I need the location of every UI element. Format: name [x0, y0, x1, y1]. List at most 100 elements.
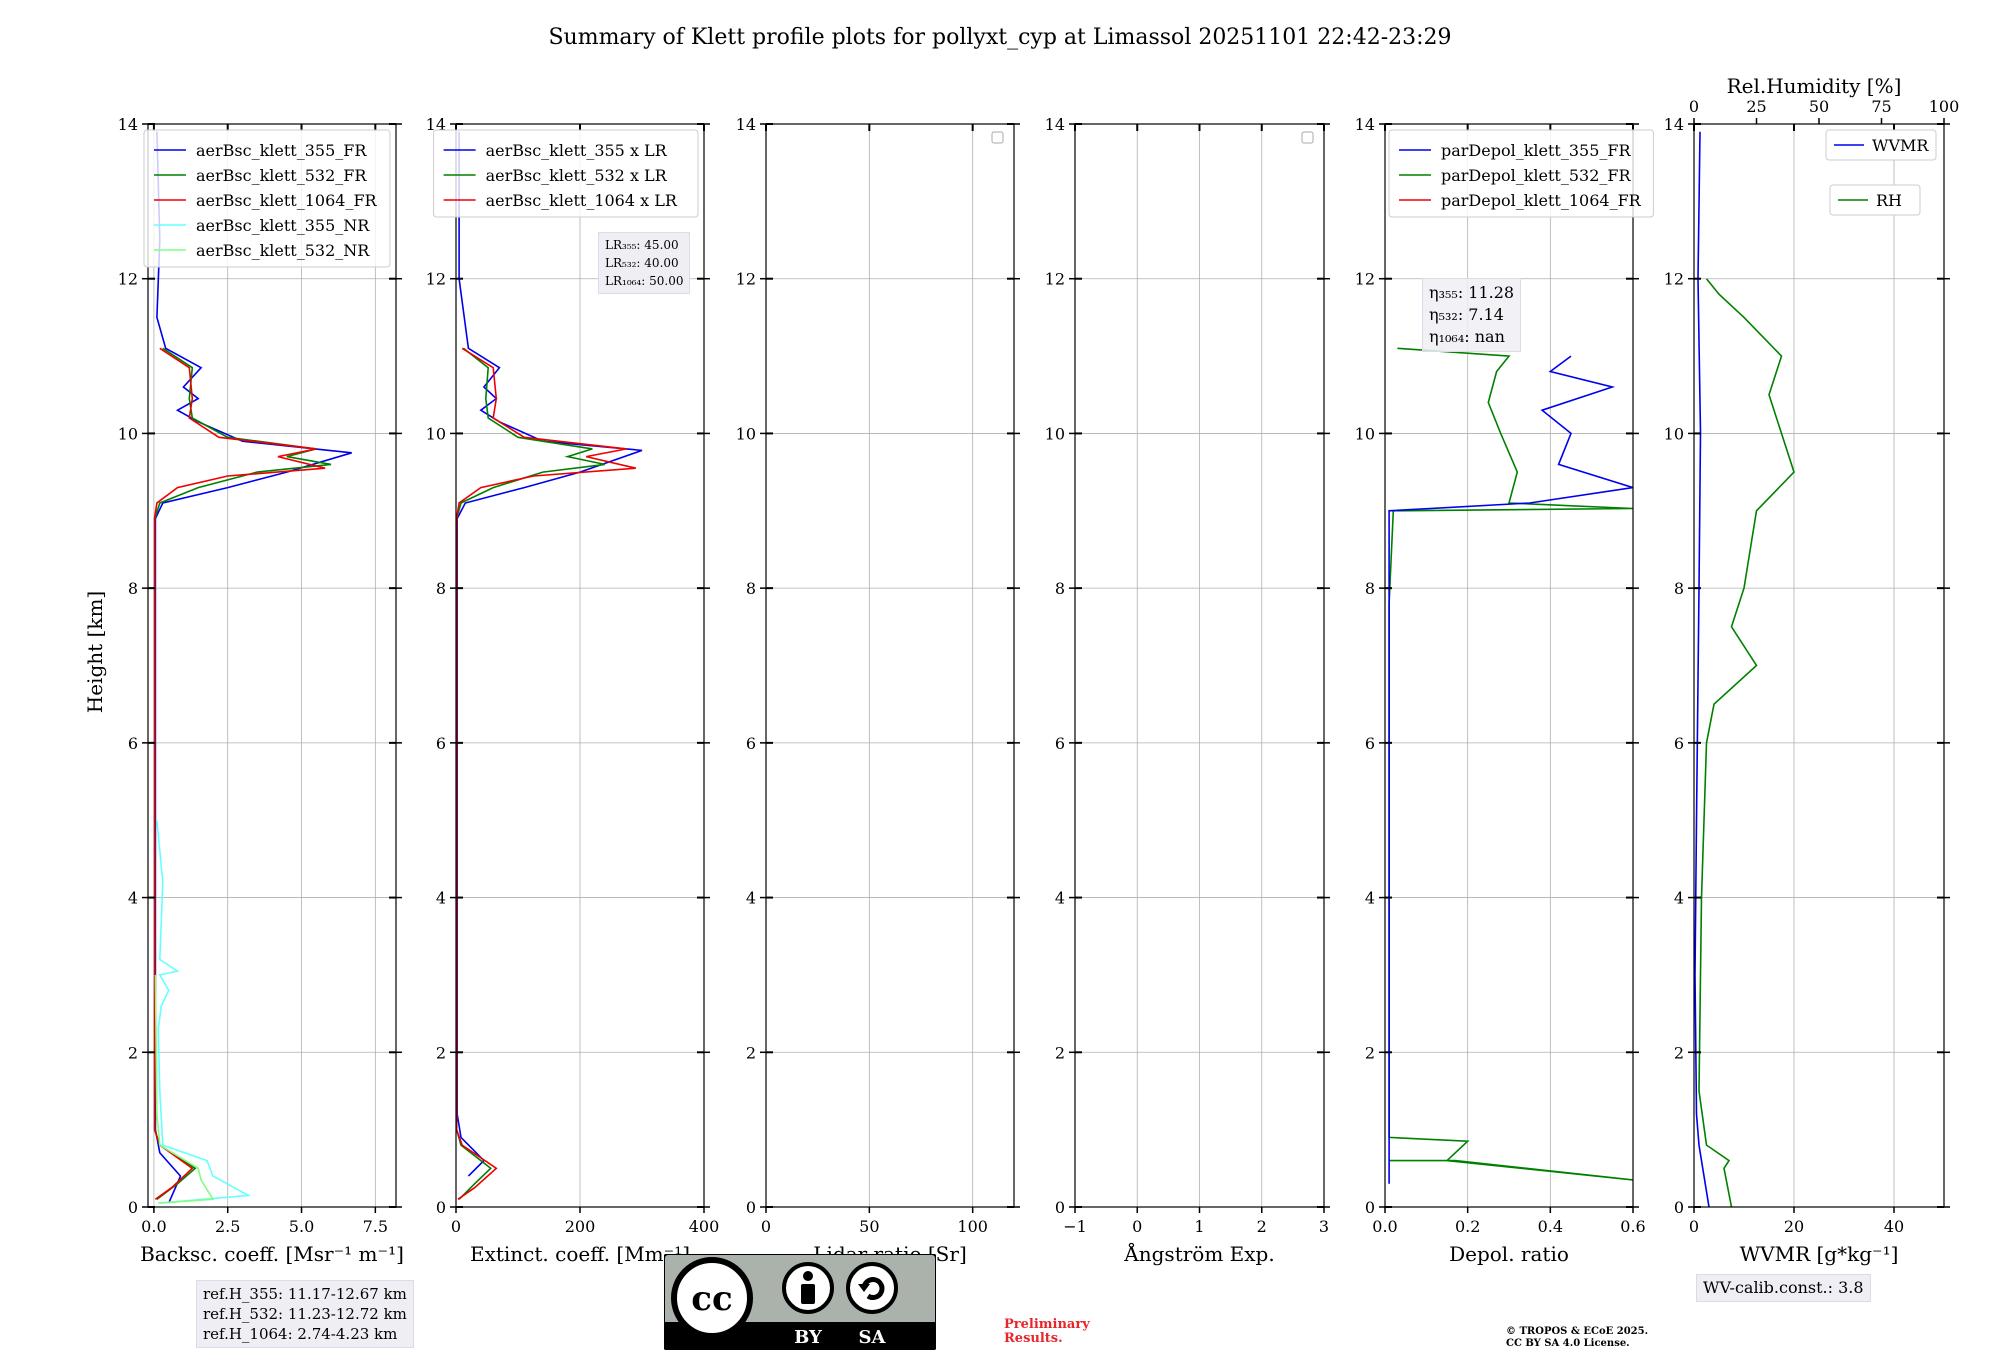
y-tick-label: 8: [436, 579, 446, 598]
series-line-aerBsc_klett_1064_FR: [153, 347, 326, 1200]
legend-label-aerBsc_klett_355_FR: aerBsc_klett_355_FR: [196, 141, 367, 160]
series-line-RH: [1698, 278, 1795, 1207]
x-tick-label: 0: [451, 1217, 461, 1236]
y-tick-label: 12: [426, 270, 446, 289]
legend-box: [143, 129, 391, 268]
y-tick-label: 14: [1045, 115, 1065, 134]
eta-1064: η₁₀₆₄: nan: [1429, 327, 1505, 346]
panel-extinction: 0 2 4 6 8 10 12 14 0 200 400 Extinct. coeff. [Mm⁻¹]…: [426, 115, 720, 1266]
y-tick-label: 4: [128, 889, 138, 908]
empty-legend-box: [991, 131, 1004, 144]
y-tick-label: 4: [1055, 889, 1065, 908]
copyright-note: © TROPOS & ECoE 2025. CC BY SA 4.0 Licen…: [1506, 1326, 1648, 1350]
y-tick-label: 14: [1664, 115, 1684, 134]
y-tick-label: 6: [1055, 734, 1065, 753]
y-tick-label: 0: [128, 1198, 138, 1217]
legend-box: [433, 129, 699, 218]
legend-box: [1388, 129, 1654, 218]
sa-text: SA: [859, 1327, 887, 1348]
y-tick-label: 6: [1365, 734, 1375, 753]
x-tick-label: 400: [689, 1217, 720, 1236]
series-line-parDepol_klett_532_FR: [1388, 347, 1633, 1181]
x-tick-label: 3: [1319, 1217, 1329, 1236]
x-tick-label: 0.0: [1372, 1217, 1397, 1236]
x-tick-label: 0.4: [1538, 1217, 1563, 1236]
ref-height-355: ref.H_355: 11.17-12.67 km: [203, 1285, 407, 1303]
x-tick-label: −1: [1063, 1217, 1087, 1236]
legend-box: [1829, 184, 1921, 216]
y-tick-label: 4: [1674, 889, 1684, 908]
y-tick-label: 12: [118, 270, 138, 289]
x-axis-label: Extinct. coeff. [Mm⁻¹]: [470, 1242, 690, 1266]
x-tick-label: 200: [565, 1217, 596, 1236]
copyright-line-2: CC BY SA 4.0 License.: [1506, 1338, 1630, 1349]
lr-355: LR₃₅₅: 45.00: [605, 238, 679, 252]
x2-tick-label: 50: [1809, 97, 1829, 116]
legend-label-aerBsc_klett_532_FR: aerBsc_klett_532_FR: [196, 166, 367, 185]
legend-label-aerBsc_klett_1064_FR: aerBsc_klett_1064_FR: [196, 191, 378, 210]
x-axis-label: WVMR [g*kg⁻¹]: [1740, 1242, 1899, 1266]
series-line-aerBsc_klett_1064 x LR: [456, 347, 636, 1200]
legend-label-aerBsc_klett_355 x LR: aerBsc_klett_355 x LR: [486, 141, 668, 160]
wv-calib-constant: WV-calib.const.: 3.8: [1703, 1278, 1864, 1297]
series-line-aerBsc_klett_532_FR: [154, 347, 332, 1200]
legend-label-aerBsc_klett_1064 x LR: aerBsc_klett_1064 x LR: [486, 191, 678, 210]
panel-depolarization: 0 2 4 6 8 10 12 14 0.0 0.2 0.4 0.6 Depol. ratio parDe…: [1355, 115, 1654, 1266]
x-tick-label: 0.6: [1620, 1217, 1645, 1236]
panel-backscatter: 0 2 4 6 8 10 12 14 0.0 2.5 5.0 7.5 Backsc. coeff. [M…: [118, 115, 404, 1266]
wv-calib-box: WV-calib.const.: 3.8: [1696, 1274, 1871, 1302]
x2-tick-label: 100: [1929, 97, 1960, 116]
lidar-ratio-box: LR₃₅₅: 45.00 LR₅₃₂: 40.00 LR₁₀₆₄: 50.00: [598, 232, 691, 294]
ref-height-532: ref.H_532: 11.23-12.72 km: [203, 1305, 407, 1323]
x-tick-label: 100: [957, 1217, 988, 1236]
y-tick-label: 0: [746, 1198, 756, 1217]
x-axis-label: Ångström Exp.: [1123, 1241, 1274, 1266]
y-tick-label: 2: [1365, 1043, 1375, 1062]
figure-title: Summary of Klett profile plots for polly…: [548, 25, 1451, 50]
y-tick-label: 0: [1674, 1198, 1684, 1217]
x-tick-label: 0: [1132, 1217, 1142, 1236]
y-tick-label: 4: [746, 889, 756, 908]
eta-box: η₃₅₅: 11.28 η₅₃₂: 7.14 η₁₀₆₄: nan: [1422, 278, 1522, 352]
sa-cycle-icon: [846, 1262, 898, 1314]
x-tick-label: 50: [859, 1217, 879, 1236]
axes-frame: [765, 123, 1015, 1208]
y-tick-label: 2: [746, 1043, 756, 1062]
axes-frame: [1693, 123, 1945, 1208]
y-tick-label: 0: [1055, 1198, 1065, 1217]
y-tick-label: 14: [118, 115, 138, 134]
y-tick-label: 6: [746, 734, 756, 753]
copyright-line-1: © TROPOS & ECoE 2025.: [1506, 1326, 1649, 1337]
x2-tick-label: 75: [1871, 97, 1891, 116]
y-tick-label: 2: [1055, 1043, 1065, 1062]
x-tick-label: 0: [1689, 1217, 1699, 1236]
by-text: BY: [794, 1327, 823, 1348]
lr-1064: LR₁₀₆₄: 50.00: [605, 274, 684, 288]
series-line-aerBsc_klett_532_NR: [154, 974, 215, 1204]
y-axis-label: Height [km]: [83, 591, 107, 713]
x2-tick-label: 0: [1689, 97, 1699, 116]
x-tick-label: 20: [1784, 1217, 1804, 1236]
y-tick-label: 8: [1365, 579, 1375, 598]
eta-355: η₃₅₅: 11.28: [1429, 283, 1515, 302]
panel-water_vapor: 0 2 4 6 8 10 12 14 0 20 40 0 25 50 75 100 WVMR [g*kg⁻¹] W…: [1664, 97, 1960, 1266]
x-tick-label: 0: [761, 1217, 771, 1236]
legend-label-WVMR: WVMR: [1872, 136, 1929, 155]
axes-frame: [1384, 123, 1634, 1208]
legend-label-aerBsc_klett_532_NR: aerBsc_klett_532_NR: [196, 241, 370, 260]
y-tick-label: 8: [1674, 579, 1684, 598]
panel-lidar_ratio: 02468101214050100Lidar ratio [Sr]: [736, 115, 1020, 1266]
x-tick-label: 0.2: [1455, 1217, 1480, 1236]
legend-box: [1825, 129, 1937, 161]
legend-label-parDepol_klett_355_FR: parDepol_klett_355_FR: [1441, 141, 1632, 160]
y-tick-label: 8: [1055, 579, 1065, 598]
y-tick-label: 10: [118, 424, 138, 443]
series-line-aerBsc_klett_355_FR: [154, 131, 352, 1204]
x-tick-label: 0.0: [141, 1217, 166, 1236]
y-tick-label: 4: [1365, 889, 1375, 908]
y-tick-label: 12: [1045, 270, 1065, 289]
series-line-aerBsc_klett_355_NR: [156, 820, 252, 1204]
y-tick-label: 0: [1365, 1198, 1375, 1217]
preliminary-line-1: Preliminary: [1004, 1317, 1090, 1332]
